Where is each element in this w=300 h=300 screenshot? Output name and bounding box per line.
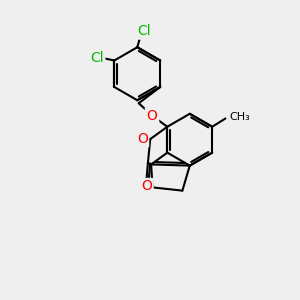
Text: Cl: Cl bbox=[136, 24, 151, 38]
Text: O: O bbox=[146, 109, 158, 122]
Text: CH₃: CH₃ bbox=[229, 112, 251, 122]
Text: Cl: Cl bbox=[90, 50, 104, 64]
Text: O: O bbox=[140, 179, 152, 193]
Text: CH₃: CH₃ bbox=[229, 112, 250, 122]
Text: O: O bbox=[137, 132, 148, 146]
Text: O: O bbox=[136, 132, 148, 146]
Text: O: O bbox=[141, 179, 152, 193]
Text: Cl: Cl bbox=[89, 50, 104, 64]
Text: O: O bbox=[147, 109, 158, 122]
Text: Cl: Cl bbox=[137, 24, 151, 38]
